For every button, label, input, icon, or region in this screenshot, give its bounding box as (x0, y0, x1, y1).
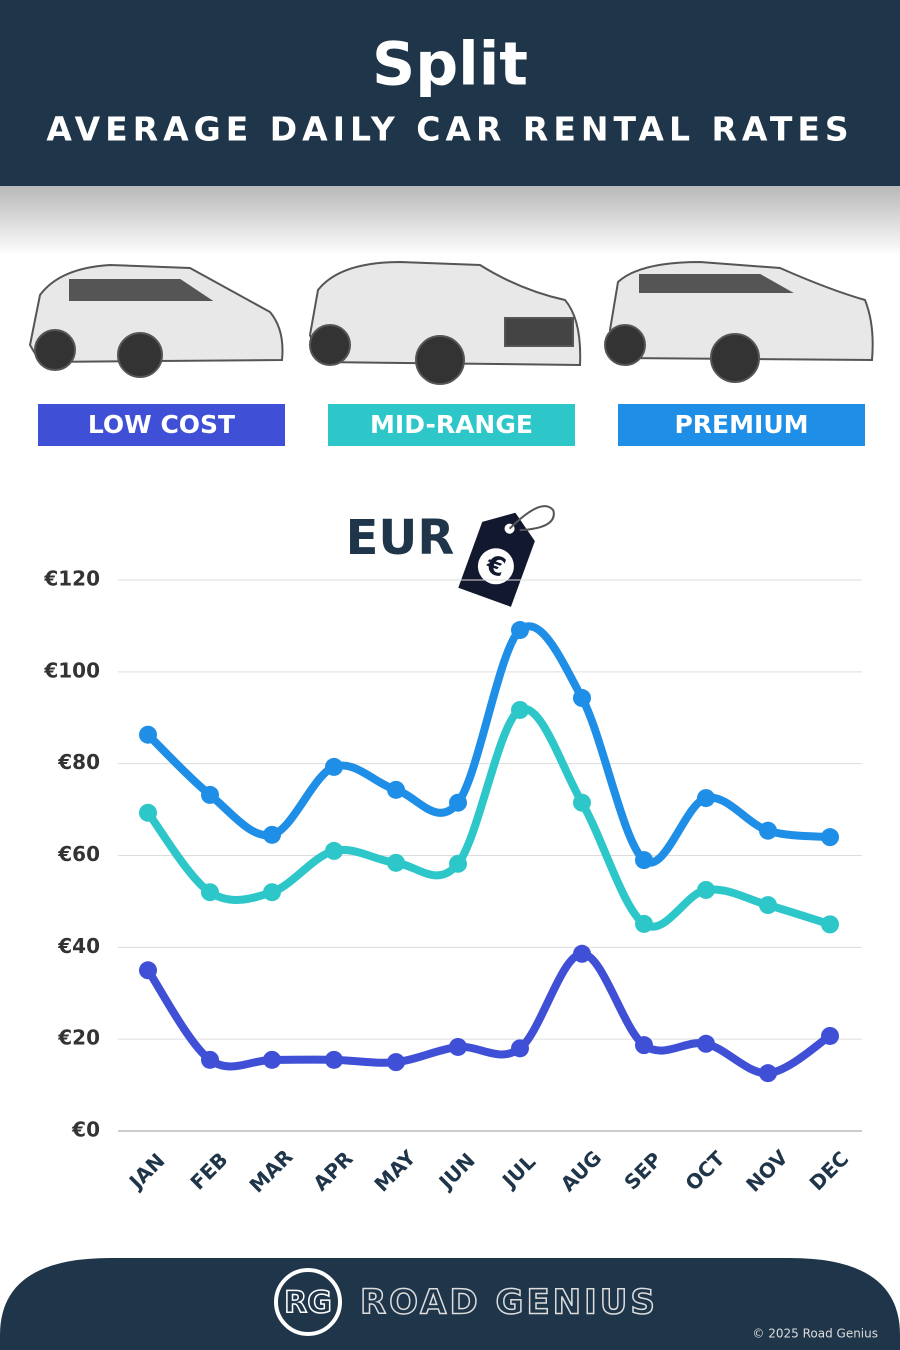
data-point (139, 803, 157, 822)
data-point (387, 1053, 405, 1072)
data-point (325, 757, 343, 776)
car-mid-range (308, 260, 582, 385)
data-point (263, 825, 281, 844)
car-low-cost (28, 263, 284, 378)
data-point (821, 828, 839, 847)
data-point (449, 854, 467, 873)
data-point (573, 944, 591, 963)
data-point (697, 1034, 715, 1053)
plot: €0 €20 €40 €60 €80 €100 €120 JAN FEB MAR APR MAY JUN… (43, 567, 862, 1198)
x-tick-label: MAY (370, 1145, 421, 1196)
copyright: © 2025 Road Genius (752, 1327, 878, 1341)
annotation: EUR (346, 510, 455, 566)
legend-swatch (618, 404, 865, 446)
x-tick-label: NOV (741, 1145, 793, 1197)
footer (0, 1258, 900, 1350)
data-point (449, 1037, 467, 1056)
series-line (144, 949, 834, 1078)
header (0, 0, 900, 186)
data-point (759, 1064, 777, 1083)
y-tick-label: €120 (43, 567, 100, 591)
y-tick-label: €0 (71, 1118, 100, 1142)
data-point (821, 915, 839, 934)
data-point (325, 841, 343, 860)
data-point (821, 1026, 839, 1045)
data-point (201, 785, 219, 804)
data-point (263, 1050, 281, 1069)
legend: LOW COST MID-RANGE PREMIUM (38, 404, 865, 446)
data-point (759, 896, 777, 915)
y-tick-label: €60 (57, 842, 100, 866)
data-point (387, 780, 405, 799)
x-tick-label: DEC (805, 1147, 854, 1196)
legend-label: LOW COST (88, 410, 235, 439)
data-point (759, 821, 777, 840)
x-tick-label: SEP (619, 1147, 666, 1194)
data-point (325, 1050, 343, 1069)
car-premium (604, 260, 874, 383)
series-line (144, 622, 834, 867)
shade (0, 186, 900, 256)
data-point (573, 689, 591, 708)
subtitle: AVERAGE DAILY CAR RENTAL RATES (46, 110, 853, 149)
x-tick-label: JUN (433, 1148, 480, 1195)
x-tick-label: OCT (680, 1146, 729, 1195)
data-point (573, 793, 591, 812)
x-tick-label: MAR (245, 1145, 298, 1198)
legend-swatch (328, 404, 575, 446)
y-tick-label: €40 (57, 934, 100, 958)
data-point (139, 961, 157, 980)
brand: ROAD GENIUS (360, 1283, 658, 1323)
data-point (387, 853, 405, 872)
data-point (635, 914, 653, 933)
data-point (201, 883, 219, 902)
data-point (697, 789, 715, 808)
legend-label: MID-RANGE (370, 410, 533, 439)
x-tick-label: APR (308, 1146, 357, 1195)
data-point (635, 1036, 653, 1055)
data-point (635, 851, 653, 870)
legend-swatch (38, 404, 285, 446)
x-tick-label: AUG (556, 1146, 607, 1197)
data-point (697, 880, 715, 899)
data-point (449, 793, 467, 812)
data-point (139, 725, 157, 744)
data-point (511, 621, 529, 640)
data-point (511, 1039, 529, 1058)
logo-ring (274, 1268, 342, 1336)
title: Split (372, 30, 528, 100)
x-tick-label: JUL (496, 1149, 540, 1193)
series-line (144, 705, 834, 931)
x-tick-label: JAN (123, 1148, 169, 1194)
logo: RG (284, 1286, 332, 1321)
y-tick-label: €100 (43, 658, 100, 682)
data-point (511, 700, 529, 719)
y-tick-label: €20 (57, 1026, 100, 1050)
price-tag: € (458, 505, 555, 607)
legend-label: PREMIUM (674, 410, 808, 439)
data-point (201, 1050, 219, 1069)
data-point (263, 883, 281, 902)
y-tick-label: €80 (57, 750, 100, 774)
x-tick-label: FEB (185, 1147, 232, 1194)
